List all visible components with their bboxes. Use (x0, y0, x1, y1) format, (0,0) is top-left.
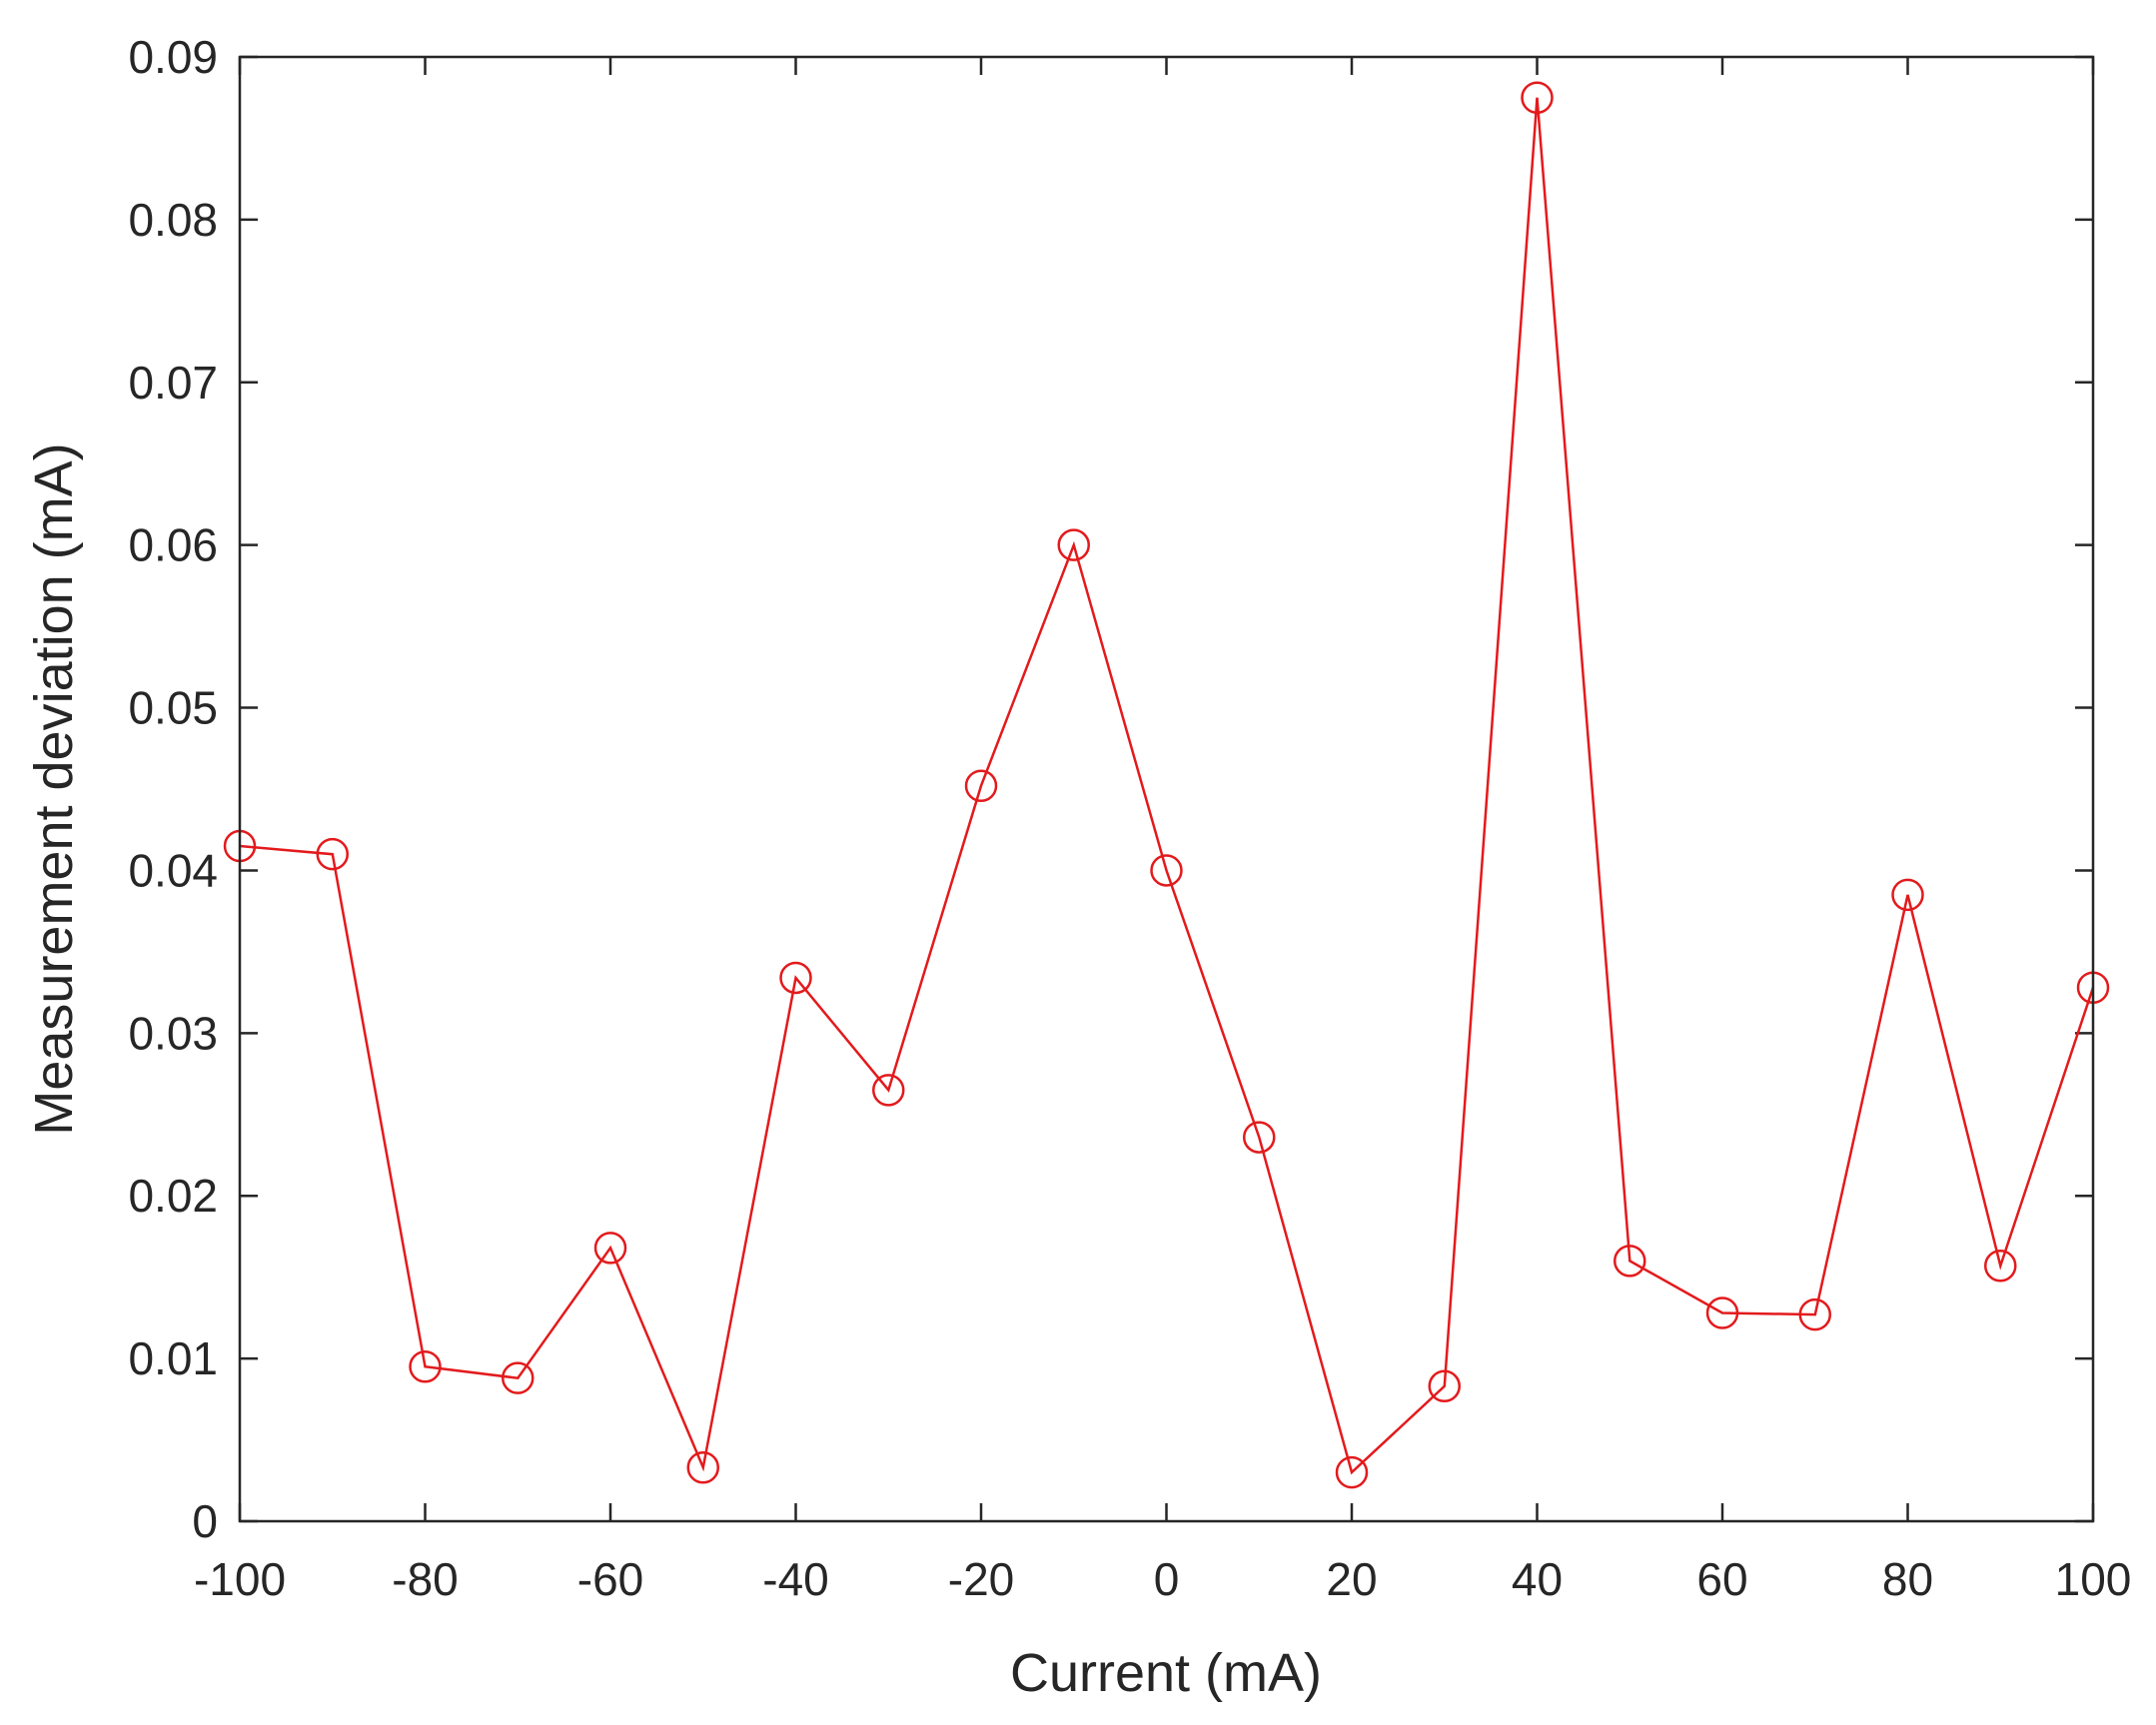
axes-frame (238, 55, 2095, 1523)
data-point-marker (1798, 1297, 1831, 1331)
data-point-marker (1428, 1369, 1461, 1403)
x-tick-label: 60 (1696, 1553, 1747, 1605)
y-tick-label: 0 (192, 1495, 218, 1547)
data-point-marker (1705, 1296, 1739, 1329)
x-axis-label: Current (mA) (1010, 1643, 1322, 1703)
data-point-marker (409, 1350, 442, 1383)
x-tick-label: -20 (948, 1553, 1014, 1605)
series-line (239, 97, 2095, 1475)
y-tick-label: 0.09 (128, 31, 218, 83)
data-point-marker (964, 769, 998, 802)
data-point-marker (1057, 528, 1090, 561)
data-point-marker (502, 1361, 535, 1394)
y-tick-label: 0.08 (128, 194, 218, 246)
data-point-marker (1335, 1455, 1369, 1489)
data-point-marker (593, 1232, 627, 1265)
y-tick-label: 0.01 (128, 1332, 218, 1384)
ticks-layer: -100 -80 -60 -40 -20 0 20 40 60 80 100 0 0.01 0.02 0.0… (128, 31, 2131, 1605)
x-tick-label: -80 (392, 1553, 458, 1605)
data-point-marker (1891, 878, 1924, 912)
data-point-marker (1243, 1121, 1276, 1154)
data-point-marker (872, 1074, 905, 1107)
data-point-marker (1984, 1250, 2017, 1283)
x-tick-label: -60 (577, 1553, 643, 1605)
x-tick-label: 40 (1512, 1553, 1563, 1605)
data-point-marker (1521, 81, 1554, 114)
x-tick-label: -40 (762, 1553, 828, 1605)
data-point-marker (1614, 1245, 1646, 1278)
y-tick-label: 0.06 (128, 519, 218, 571)
data-point-marker (1150, 854, 1183, 887)
y-tick-label: 0.02 (128, 1170, 218, 1222)
x-tick-label: 100 (2055, 1553, 2132, 1605)
x-tick-label: 0 (1154, 1553, 1180, 1605)
x-tick-label: 80 (1882, 1553, 1933, 1605)
data-point-marker (686, 1450, 719, 1484)
y-tick-label: 0.03 (128, 1007, 218, 1059)
y-tick-label: 0.05 (128, 682, 218, 734)
plot-layer (223, 81, 2110, 1489)
data-point-marker (316, 837, 349, 871)
y-axis-label: Measurement deviation (mA) (24, 442, 84, 1135)
x-tick-label: 20 (1326, 1553, 1377, 1605)
y-tick-label: 0.04 (128, 844, 218, 896)
x-tick-label: -100 (194, 1553, 286, 1605)
y-tick-label: 0.07 (128, 357, 218, 409)
data-point-marker (779, 961, 812, 995)
